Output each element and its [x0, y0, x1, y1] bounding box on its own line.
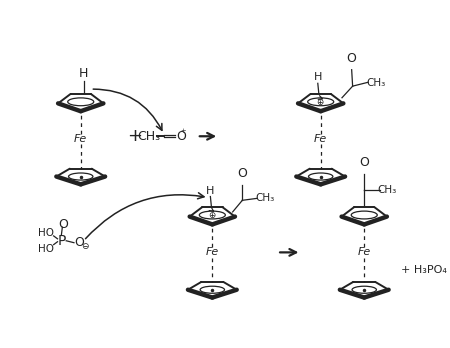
Text: CH₃: CH₃ [378, 185, 397, 195]
Text: $\oplus$: $\oplus$ [208, 210, 216, 220]
Text: +: + [127, 127, 142, 145]
Text: CH₃: CH₃ [255, 193, 274, 203]
Text: + H₃PO₄: + H₃PO₄ [401, 265, 447, 275]
Text: H: H [206, 185, 215, 196]
Text: Fe: Fe [206, 247, 219, 258]
Text: Fe: Fe [358, 247, 371, 258]
Text: O: O [176, 130, 186, 143]
Text: H: H [79, 68, 88, 80]
Text: O: O [58, 218, 68, 231]
Text: P: P [57, 234, 66, 248]
Text: HO: HO [38, 244, 54, 253]
Text: CH₃: CH₃ [137, 130, 160, 143]
Text: HO: HO [38, 228, 54, 238]
Text: O: O [359, 157, 369, 169]
Text: H: H [314, 72, 322, 82]
Text: $^+$: $^+$ [179, 128, 188, 139]
Text: Fe: Fe [74, 134, 87, 144]
Text: O: O [74, 236, 84, 249]
Text: $\ominus$: $\ominus$ [81, 240, 90, 251]
Text: CH₃: CH₃ [366, 78, 386, 88]
Text: $\oplus$: $\oplus$ [316, 97, 325, 107]
Text: O: O [346, 52, 356, 65]
Text: O: O [238, 167, 247, 180]
Text: Fe: Fe [314, 134, 327, 144]
